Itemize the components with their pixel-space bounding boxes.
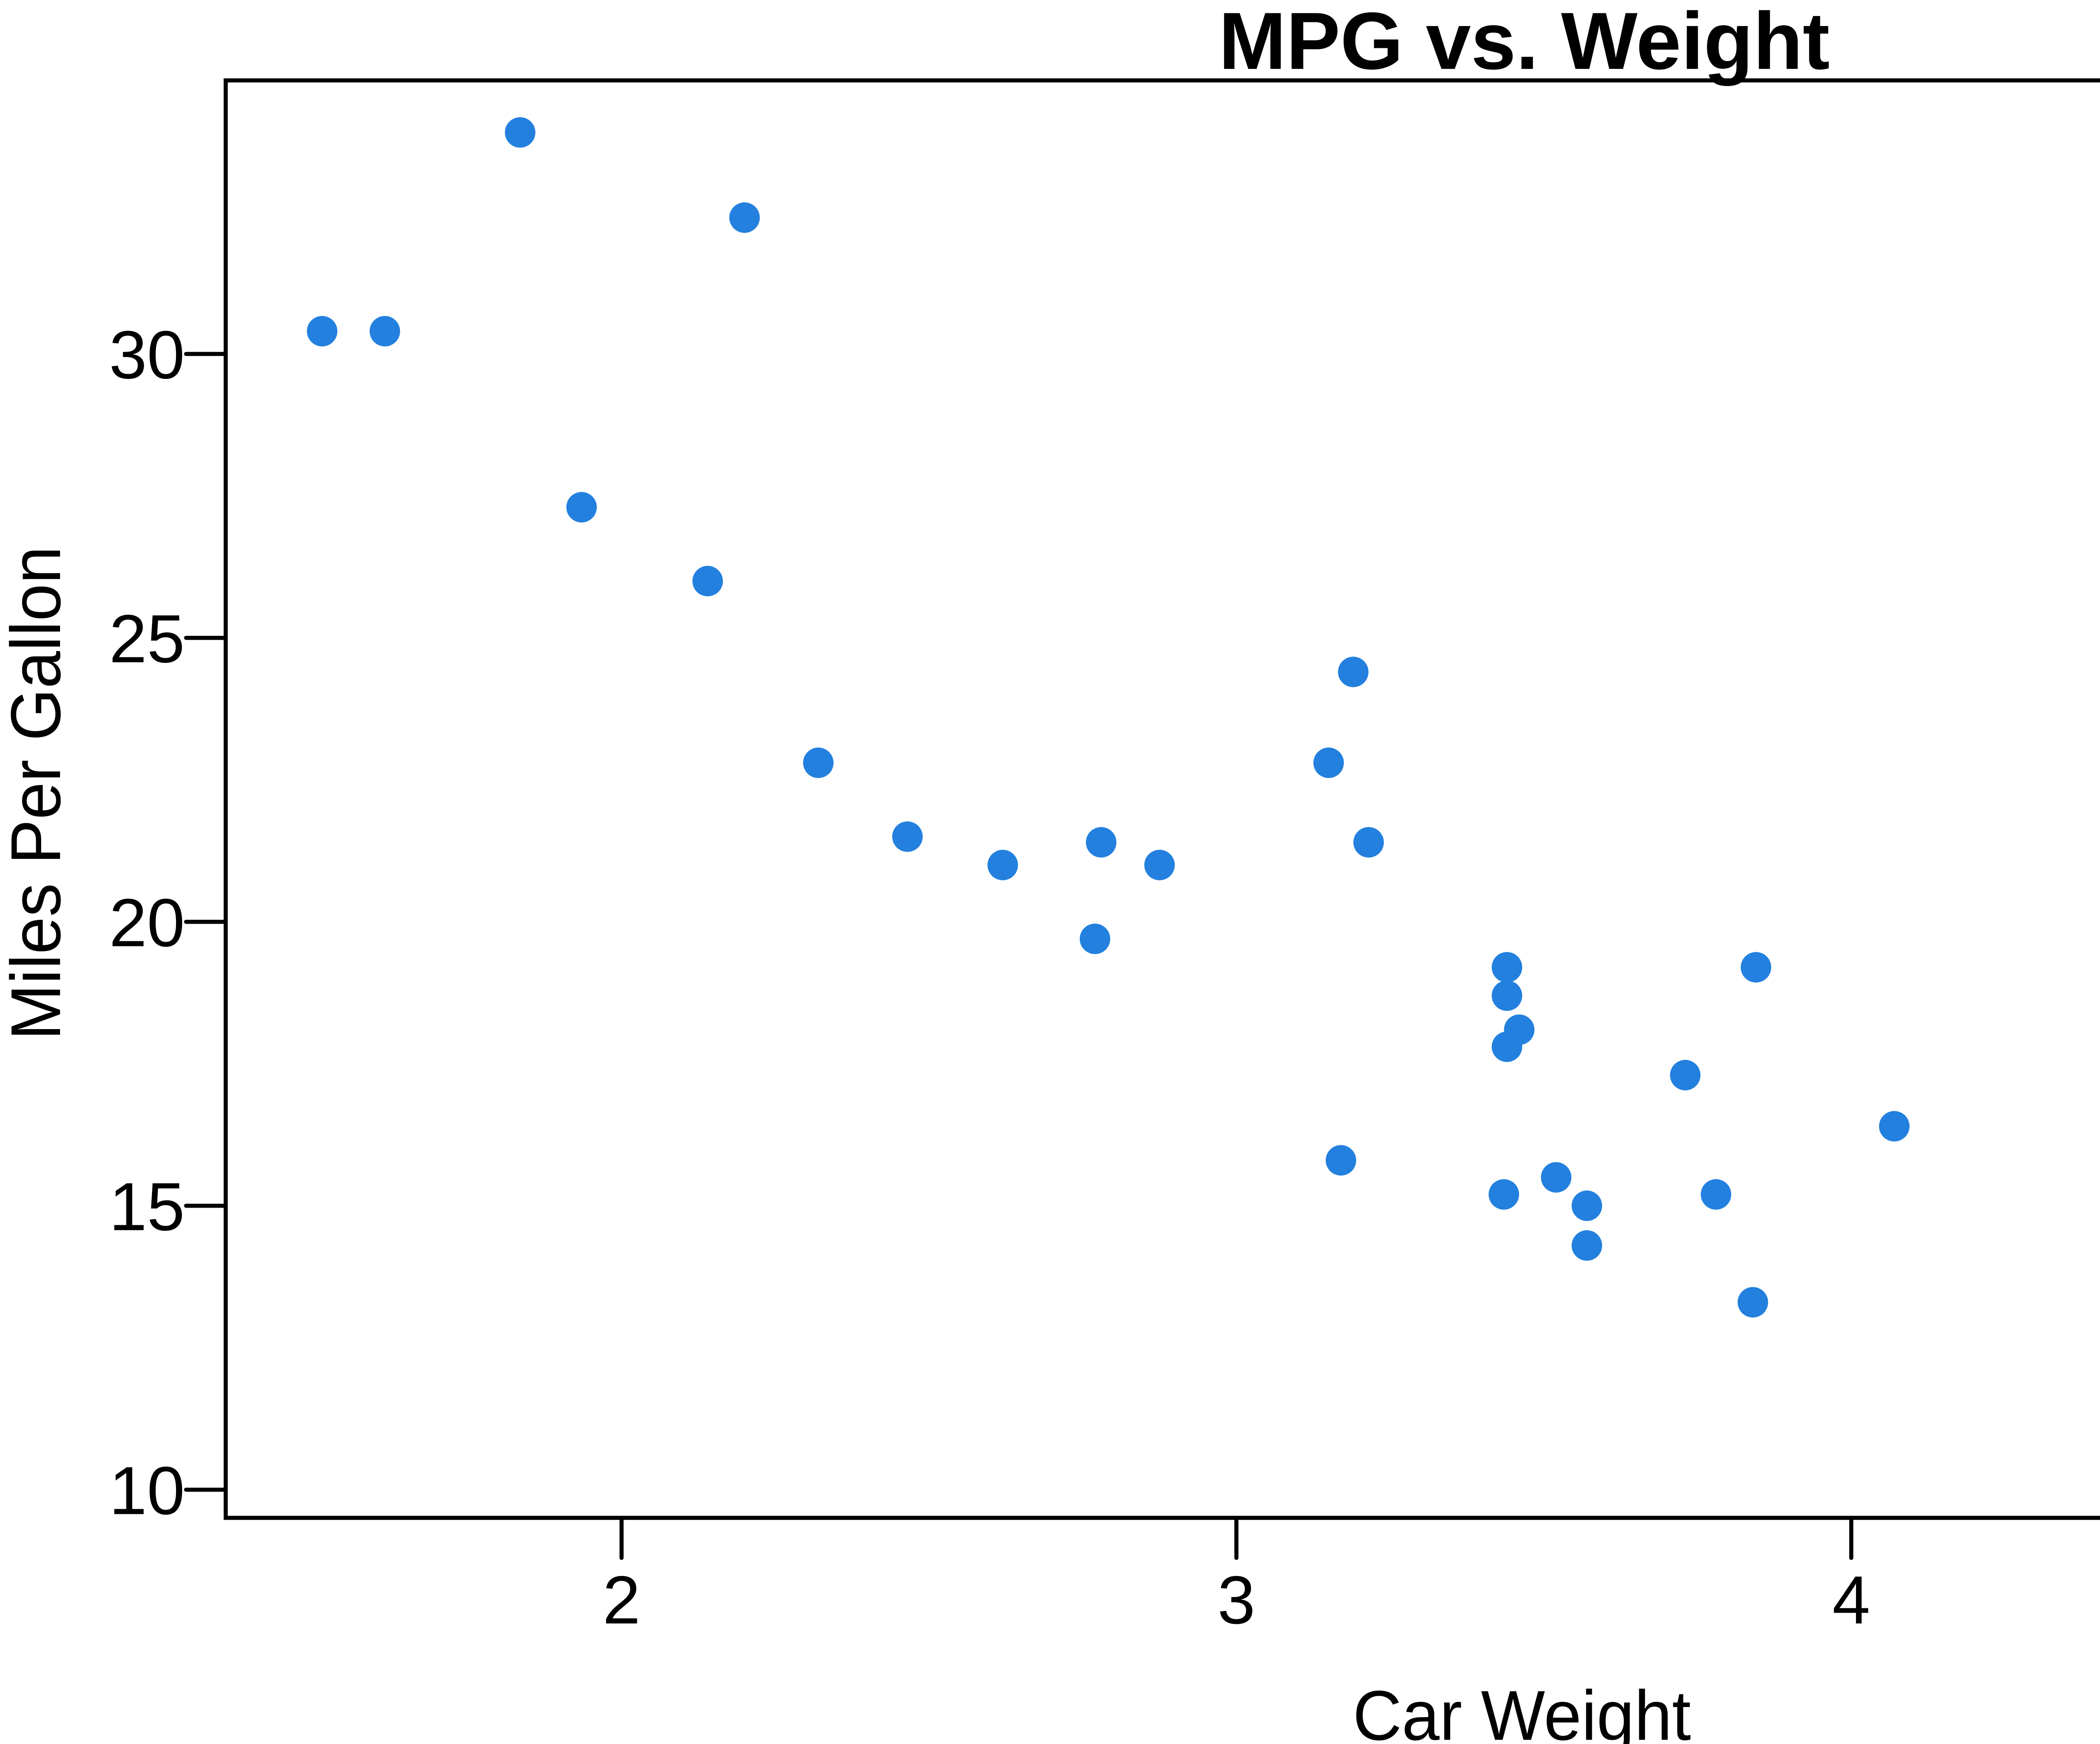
svg-text:15: 15 [109,1169,185,1245]
svg-text:20: 20 [109,885,185,961]
svg-text:Miles Per Gallon: Miles Per Gallon [0,546,75,1040]
svg-text:3: 3 [1218,1562,1255,1638]
svg-text:MPG vs. Weight: MPG vs. Weight [1219,0,1830,86]
svg-text:2: 2 [603,1562,640,1638]
svg-text:30: 30 [109,317,185,393]
svg-text:Car Weight: Car Weight [1353,1676,1691,1744]
svg-text:10: 10 [109,1453,185,1529]
svg-text:25: 25 [109,601,185,677]
svg-text:4: 4 [1832,1562,1870,1638]
